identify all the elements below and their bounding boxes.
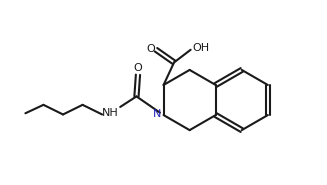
Text: N: N bbox=[153, 109, 161, 119]
Text: O: O bbox=[146, 44, 155, 54]
Text: O: O bbox=[134, 63, 142, 73]
Text: OH: OH bbox=[193, 43, 210, 53]
Text: NH: NH bbox=[102, 108, 119, 118]
